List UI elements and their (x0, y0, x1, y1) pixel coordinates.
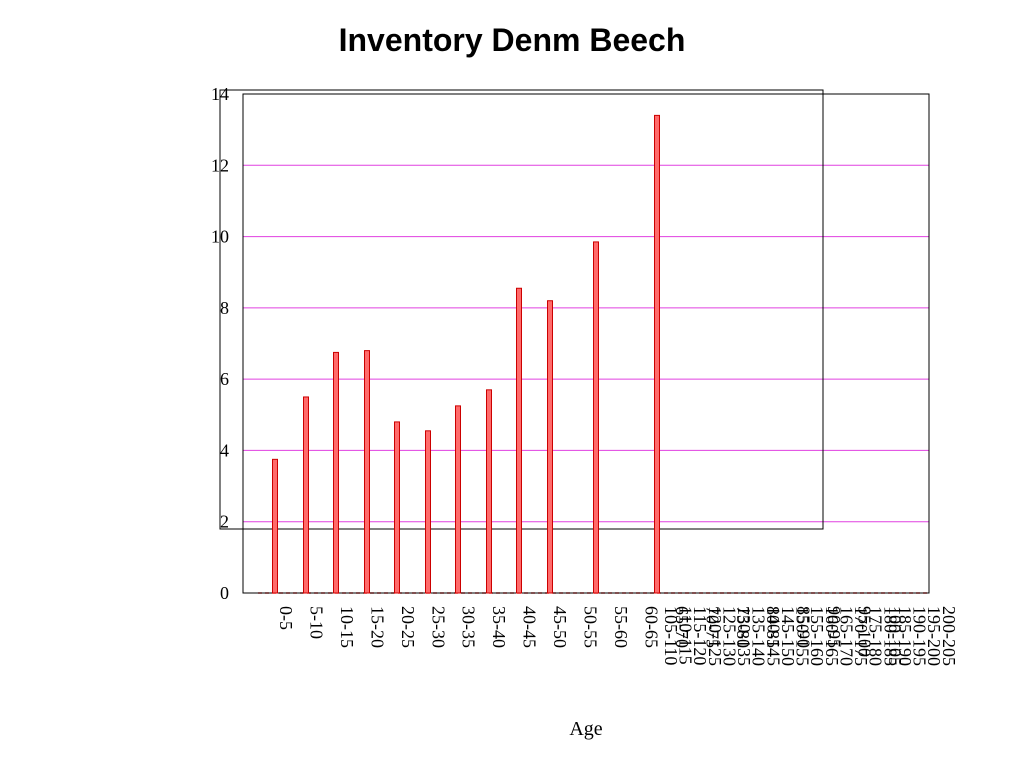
x-tick-label: 15-20 (367, 606, 387, 648)
x-tick-label: 180-185 (880, 606, 900, 666)
x-tick-label: 65-70 (672, 606, 692, 648)
bar-15-20 (364, 350, 370, 594)
plot-frame (242, 93, 930, 594)
y-axis-ticks: 0 2 4 6 8 10 12 14 (211, 84, 229, 603)
x-tick-label: 25-30 (428, 606, 448, 648)
x-tick-label: 95-100 (855, 606, 875, 657)
x-tick-label: 140-145 (763, 606, 783, 666)
bar-5-10 (303, 396, 309, 594)
x-tick-label: 100-105 (885, 606, 905, 666)
x-tick-label: 110-115 (676, 606, 696, 665)
x-tick-label: 45-50 (550, 606, 570, 648)
x-tick-label: 200-205 (939, 606, 959, 666)
chart-title: Inventory Denm Beech (338, 22, 686, 58)
bar-45-50 (455, 405, 461, 594)
x-tick-label: 150-155 (793, 606, 813, 666)
x-tick-label: 60-65 (641, 606, 661, 648)
x-tick-label: 5-10 (306, 606, 326, 639)
x-tick-label: 125-130 (719, 606, 739, 666)
x-tick-label: 30-35 (459, 606, 479, 648)
x-tick-label: 0-5 (276, 606, 296, 630)
x-tick-label: 175-180 (866, 606, 886, 666)
y-tick-label: 4 (220, 440, 229, 460)
bar-55-60 (486, 389, 492, 594)
x-tick-label: 135-140 (749, 606, 769, 666)
x-tick-label: 160-165 (822, 606, 842, 666)
x-axis-label: Age (569, 718, 602, 740)
bar-65-70 (516, 287, 522, 594)
x-tick-label: 70-75 (702, 606, 722, 648)
bars (272, 114, 660, 594)
y-tick-label: 12 (211, 155, 229, 175)
y-tick-label: 14 (211, 84, 229, 104)
y-tick-label: 0 (220, 583, 229, 603)
bar-100-105 (654, 114, 660, 594)
x-tick-label: 35-40 (489, 606, 509, 648)
x-tick-label: 10-15 (337, 606, 357, 648)
x-tick-label: 85-90 (794, 606, 814, 648)
y-tick-label: 10 (211, 227, 229, 247)
x-tick-label: 155-160 (807, 606, 827, 666)
x-tick-label: 105-110 (661, 606, 681, 665)
x-tick-label: 20-25 (398, 606, 418, 648)
x-tick-label: 40-45 (520, 606, 540, 648)
x-tick-label: 145-150 (778, 606, 798, 666)
y-tick-label: 2 (220, 512, 229, 532)
bar-25-30 (394, 421, 400, 594)
x-tick-label: 120-125 (705, 606, 725, 666)
bar-35-40 (425, 430, 431, 594)
x-tick-label: 170-175 (851, 606, 871, 666)
x-tick-label: 185-190 (895, 606, 915, 666)
y-tick-label: 6 (220, 369, 229, 389)
x-tick-label: 80-85 (763, 606, 783, 648)
x-tick-label: 75-80 (733, 606, 753, 648)
x-tick-label: 55-60 (611, 606, 631, 648)
x-tick-label: 130-135 (734, 606, 754, 666)
x-tick-label: 165-170 (836, 606, 856, 666)
x-axis-tick-labels: 0-5 5-10 10-15 15-20 20-25 25-30 30-35 35-40 40-… (276, 606, 959, 666)
x-tick-label: 115-120 (690, 606, 710, 665)
bar-0-5 (272, 458, 278, 594)
grid-lines (243, 93, 929, 594)
bar-75-80 (547, 300, 553, 594)
bar-90-95 (593, 241, 599, 594)
x-tick-label: 50-55 (581, 606, 601, 648)
bar-10-15 (333, 351, 339, 594)
x-tick-label: 190-195 (910, 606, 930, 666)
x-tick-label: 195-200 (924, 606, 944, 666)
x-tick-label: 90-95 (824, 606, 844, 648)
y-tick-label: 8 (220, 298, 229, 318)
